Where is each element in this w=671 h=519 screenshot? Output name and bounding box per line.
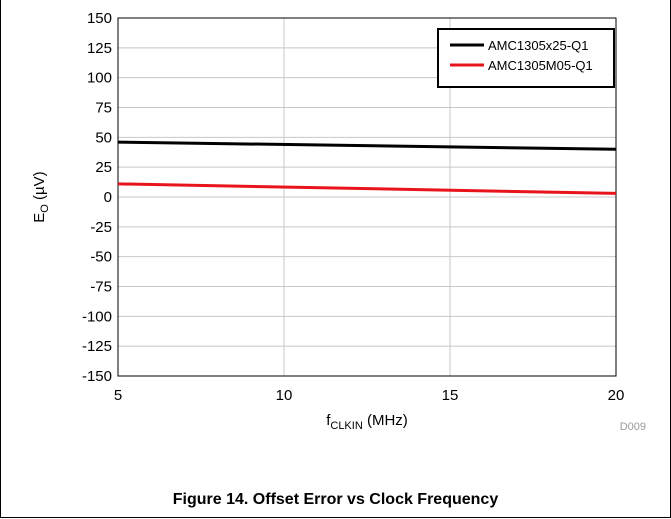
- x-tick-label: 5: [114, 387, 122, 404]
- y-axis-label: EO (µV): [31, 171, 51, 222]
- y-tick-label: 100: [87, 70, 112, 87]
- y-tick-label: 25: [95, 159, 112, 176]
- y-tick-label: -100: [82, 308, 112, 325]
- series-line: [117, 140, 617, 151]
- y-tick-label: -150: [82, 368, 112, 385]
- x-tick-labels: 5 10 15 20: [114, 387, 625, 404]
- series-lines: [117, 140, 617, 195]
- y-tick-label: -50: [90, 249, 112, 266]
- y-tick-label: 150: [87, 10, 112, 27]
- plot-border: [117, 17, 617, 377]
- legend-box: [437, 28, 615, 88]
- legend-label: AMC1305x25-Q1: [488, 38, 588, 53]
- legend: AMC1305x25-Q1 AMC1305M05-Q1: [437, 28, 615, 88]
- y-tick-label: 75: [95, 100, 112, 117]
- figure-code: D009: [620, 421, 646, 433]
- y-tick-label: 0: [104, 189, 112, 206]
- figure-caption: Figure 14. Offset Error vs Clock Frequen…: [172, 491, 499, 508]
- x-axis-label: fCLKIN (MHz): [326, 412, 408, 432]
- x-tick-label: 10: [276, 387, 293, 404]
- series-line: [117, 182, 617, 195]
- y-tick-label: -25: [90, 219, 112, 236]
- y-tick-labels: 150 125 100 75 50 25 0 -25 -50 -75 -100 -125 -150: [82, 10, 112, 385]
- x-tick-label: 20: [608, 387, 625, 404]
- y-tick-label: 125: [87, 40, 112, 57]
- y-tick-label: 50: [95, 129, 112, 146]
- x-tick-label: 15: [442, 387, 459, 404]
- y-tick-label: -75: [90, 279, 112, 296]
- legend-label: AMC1305M05-Q1: [488, 58, 593, 73]
- grid: [117, 17, 617, 377]
- y-tick-label: -125: [82, 338, 112, 355]
